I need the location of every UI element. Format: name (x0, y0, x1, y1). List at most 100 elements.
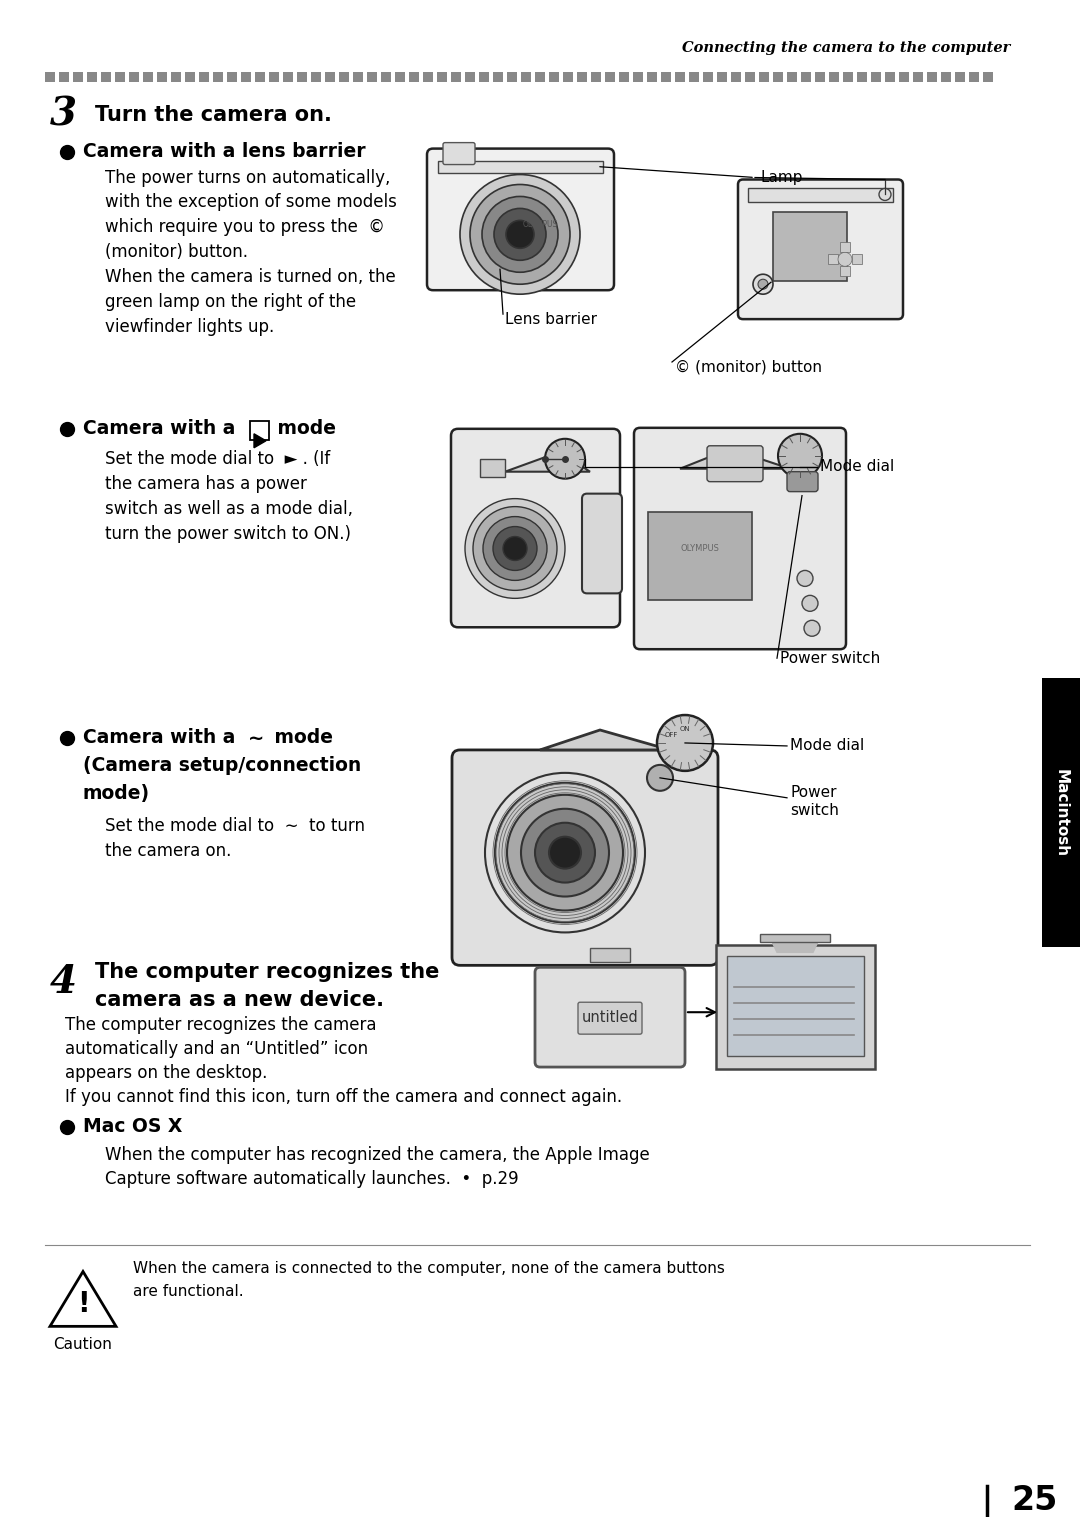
Circle shape (797, 570, 813, 587)
Text: Power switch: Power switch (780, 651, 880, 666)
Text: appears on the desktop.: appears on the desktop. (65, 1065, 268, 1081)
Bar (577, 71, 588, 82)
Bar (157, 71, 167, 82)
Circle shape (494, 208, 546, 260)
Bar (102, 71, 111, 82)
Text: The computer recognizes the camera: The computer recognizes the camera (65, 1016, 377, 1034)
Text: with the exception of some models: with the exception of some models (105, 193, 396, 211)
Bar (858, 71, 867, 82)
Bar (590, 949, 630, 963)
Bar (45, 71, 55, 82)
Bar (717, 71, 727, 82)
Circle shape (483, 517, 546, 581)
Text: switch as well as a mode dial,: switch as well as a mode dial, (105, 499, 353, 517)
Bar (801, 71, 811, 82)
Bar (480, 459, 505, 476)
Circle shape (473, 506, 557, 590)
Text: 3: 3 (50, 96, 77, 134)
Bar (438, 161, 603, 172)
Circle shape (647, 765, 673, 791)
FancyBboxPatch shape (727, 957, 864, 1056)
Polygon shape (770, 937, 820, 952)
Text: (monitor) button.: (monitor) button. (105, 243, 248, 262)
Bar (199, 71, 210, 82)
Bar (563, 71, 573, 82)
Circle shape (802, 595, 818, 611)
Text: Camera with a lens barrier: Camera with a lens barrier (83, 141, 366, 161)
Circle shape (879, 189, 891, 201)
Bar (731, 71, 741, 82)
Text: untitled: untitled (582, 1010, 638, 1025)
Bar (969, 71, 978, 82)
Text: © (monitor) button: © (monitor) button (675, 359, 822, 374)
Bar (59, 71, 69, 82)
Bar (661, 71, 671, 82)
Text: !: ! (77, 1290, 90, 1319)
Bar (689, 71, 699, 82)
Text: ON: ON (679, 726, 690, 732)
Text: 4: 4 (50, 963, 77, 1001)
Bar (829, 71, 839, 82)
Bar (255, 71, 265, 82)
Bar (297, 71, 307, 82)
Bar (465, 71, 475, 82)
Bar (852, 254, 862, 265)
Text: Connecting the camera to the computer: Connecting the camera to the computer (681, 41, 1010, 55)
Text: Camera with a: Camera with a (83, 729, 242, 747)
FancyBboxPatch shape (648, 511, 752, 601)
FancyBboxPatch shape (738, 179, 903, 319)
Bar (840, 266, 850, 277)
Bar (129, 71, 139, 82)
Bar (437, 71, 447, 82)
Text: turn the power switch to ON.): turn the power switch to ON.) (105, 525, 351, 543)
Bar (983, 71, 993, 82)
FancyBboxPatch shape (453, 750, 718, 966)
Circle shape (535, 823, 595, 882)
Bar (703, 71, 713, 82)
Bar (535, 71, 545, 82)
Circle shape (549, 837, 581, 868)
Bar (171, 71, 181, 82)
Bar (143, 71, 153, 82)
Text: green lamp on the right of the: green lamp on the right of the (105, 294, 356, 312)
Bar (227, 71, 237, 82)
Bar (828, 254, 838, 265)
Text: OLYMPUS: OLYMPUS (523, 221, 557, 228)
Bar (507, 71, 517, 82)
Circle shape (503, 537, 527, 560)
Bar (381, 71, 391, 82)
Bar (451, 71, 461, 82)
Text: which require you to press the  ©: which require you to press the © (105, 219, 384, 236)
Bar (633, 71, 643, 82)
FancyBboxPatch shape (707, 446, 762, 482)
Bar (367, 71, 377, 82)
Bar (787, 71, 797, 82)
Circle shape (485, 773, 645, 932)
Text: Camera with a: Camera with a (83, 420, 242, 438)
Bar (843, 71, 853, 82)
Text: are functional.: are functional. (133, 1284, 244, 1299)
Bar (591, 71, 600, 82)
FancyBboxPatch shape (451, 429, 620, 627)
Bar (885, 71, 895, 82)
Text: Mode dial: Mode dial (820, 459, 894, 475)
Text: Turn the camera on.: Turn the camera on. (95, 105, 332, 125)
Bar (339, 71, 349, 82)
Bar (773, 71, 783, 82)
Polygon shape (50, 1272, 116, 1326)
Circle shape (758, 280, 768, 289)
FancyBboxPatch shape (787, 472, 818, 491)
Bar (748, 189, 893, 202)
Bar (325, 71, 335, 82)
Circle shape (838, 252, 852, 266)
Bar (759, 71, 769, 82)
Bar (114, 71, 125, 82)
Bar (311, 71, 321, 82)
Circle shape (482, 196, 558, 272)
Bar (1042, 678, 1080, 948)
Circle shape (545, 438, 585, 479)
Text: Set the mode dial to  ► . (If: Set the mode dial to ► . (If (105, 450, 330, 468)
Bar (913, 71, 923, 82)
Text: When the camera is connected to the computer, none of the camera buttons: When the camera is connected to the comp… (133, 1261, 725, 1276)
FancyBboxPatch shape (443, 143, 475, 164)
